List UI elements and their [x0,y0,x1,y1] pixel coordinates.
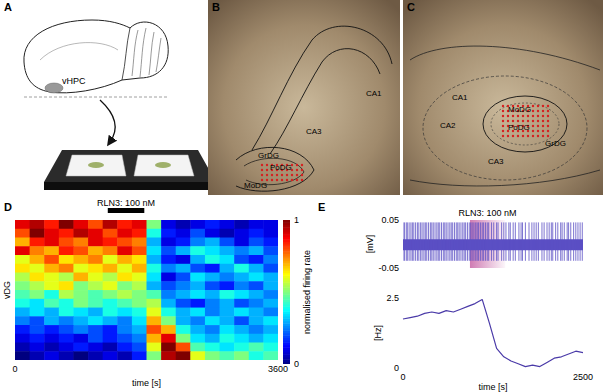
svg-text:A: A [4,1,12,13]
svg-text:MoDG: MoDG [244,181,267,190]
svg-text:2.5: 2.5 [386,293,399,303]
svg-text:vHPC: vHPC [62,76,86,86]
svg-text:0.05: 0.05 [381,215,399,225]
svg-text:normalised firing rate: normalised firing rate [302,250,312,334]
svg-text:RLN3: 100 nM: RLN3: 100 nM [459,208,517,218]
svg-text:2500: 2500 [573,372,593,382]
svg-text:RLN3: 100 nM: RLN3: 100 nM [97,198,155,208]
svg-text:time [s]: time [s] [132,378,161,388]
svg-text:C: C [407,1,415,13]
svg-text:MoDG: MoDG [508,105,531,114]
svg-text:0: 0 [12,364,17,374]
svg-text:CA3: CA3 [306,127,322,136]
svg-text:[Hz]: [Hz] [373,325,383,341]
svg-text:0: 0 [400,372,405,382]
svg-text:PoDG: PoDG [270,163,292,172]
svg-text:time [s]: time [s] [478,382,507,392]
svg-text:[mV]: [mV] [365,235,375,254]
svg-text:vDG: vDG [2,281,12,299]
svg-text:-0.05: -0.05 [378,263,399,273]
svg-text:0: 0 [294,359,299,369]
svg-text:E: E [318,201,325,213]
svg-text:CA2: CA2 [440,121,456,130]
svg-text:CA3: CA3 [488,157,504,166]
svg-text:CA1: CA1 [366,89,382,98]
svg-text:1: 1 [294,215,299,225]
svg-text:3600: 3600 [268,364,288,374]
svg-text:B: B [212,1,220,13]
svg-text:0: 0 [394,363,399,373]
svg-text:GrDG: GrDG [545,139,566,148]
svg-text:D: D [4,201,12,213]
svg-text:PoDG: PoDG [508,123,530,132]
svg-text:CA1: CA1 [452,93,468,102]
svg-text:GrDG: GrDG [258,151,279,160]
